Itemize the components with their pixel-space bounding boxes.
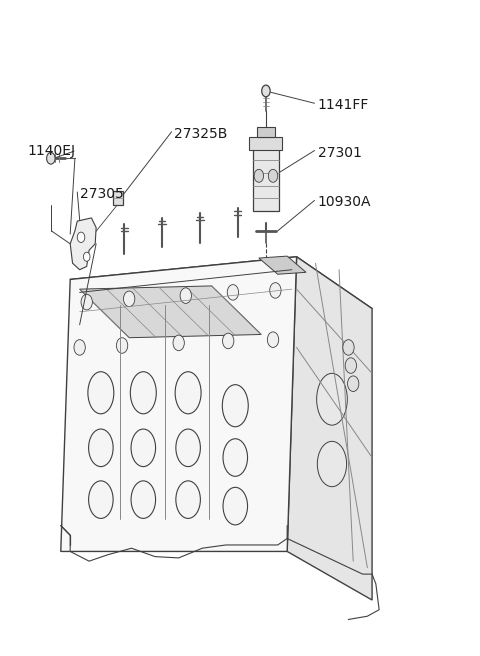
Circle shape [348, 376, 359, 392]
Ellipse shape [175, 372, 201, 414]
Circle shape [180, 288, 192, 303]
Circle shape [268, 169, 278, 182]
Circle shape [117, 338, 128, 354]
Circle shape [123, 291, 135, 306]
Text: 27325B: 27325B [174, 127, 228, 140]
Circle shape [270, 283, 281, 298]
Circle shape [173, 335, 184, 351]
Polygon shape [61, 256, 297, 552]
Circle shape [47, 152, 55, 164]
Polygon shape [259, 256, 306, 274]
Circle shape [227, 285, 239, 300]
Circle shape [74, 340, 85, 355]
Polygon shape [256, 127, 276, 137]
Ellipse shape [88, 372, 114, 414]
Ellipse shape [131, 429, 156, 466]
Polygon shape [287, 256, 372, 600]
Ellipse shape [176, 481, 200, 518]
Circle shape [223, 333, 234, 349]
Text: 27305: 27305 [80, 187, 123, 201]
Polygon shape [253, 147, 279, 211]
Ellipse shape [89, 429, 113, 466]
Ellipse shape [222, 384, 248, 427]
Circle shape [262, 85, 270, 97]
Text: 1141FF: 1141FF [318, 98, 369, 112]
Ellipse shape [176, 429, 200, 466]
Circle shape [77, 232, 85, 243]
Ellipse shape [317, 441, 347, 487]
Ellipse shape [131, 481, 156, 518]
Ellipse shape [223, 487, 248, 525]
Circle shape [345, 358, 357, 373]
Polygon shape [70, 256, 372, 335]
Circle shape [254, 169, 264, 182]
Ellipse shape [317, 373, 348, 425]
Circle shape [81, 295, 92, 310]
Ellipse shape [223, 439, 248, 476]
Circle shape [343, 340, 354, 355]
Circle shape [84, 252, 90, 261]
Text: 27301: 27301 [318, 146, 362, 160]
Ellipse shape [131, 372, 156, 414]
Polygon shape [250, 137, 282, 150]
Ellipse shape [89, 481, 113, 518]
Polygon shape [70, 218, 96, 270]
Circle shape [267, 332, 279, 348]
Text: 10930A: 10930A [318, 195, 372, 209]
Text: 1140EJ: 1140EJ [28, 144, 76, 158]
Polygon shape [113, 191, 123, 205]
Polygon shape [80, 286, 261, 338]
